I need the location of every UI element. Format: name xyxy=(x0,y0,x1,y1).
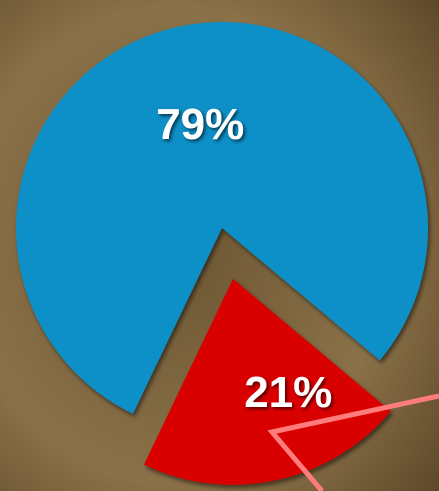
data-label: 79% xyxy=(156,100,244,149)
data-label: 21% xyxy=(244,368,332,417)
chart: 21% 79% xyxy=(0,0,439,491)
